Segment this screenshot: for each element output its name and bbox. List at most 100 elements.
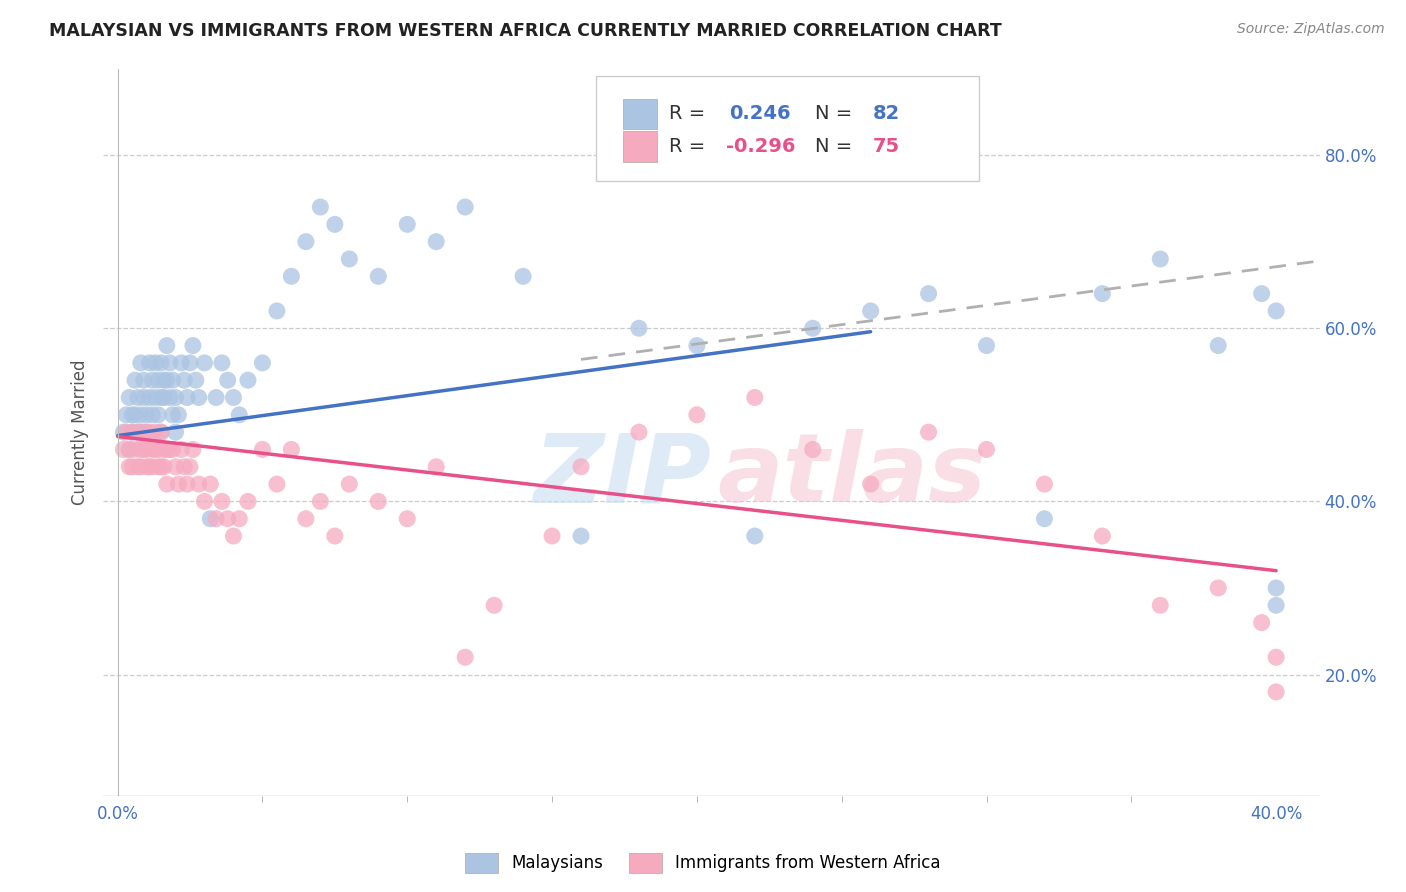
Point [236,494,259,508]
Point [118,442,141,457]
Point [266,477,288,491]
Point [744,529,766,543]
Point [141,442,163,457]
Point [150,391,173,405]
Point [193,356,215,370]
Point [200,512,222,526]
Point [200,477,222,491]
Point [170,442,193,457]
Text: -0.296: -0.296 [725,137,796,156]
Text: R =: R = [669,104,711,123]
Point [135,408,157,422]
Point [146,408,169,422]
Point [135,425,157,439]
Point [280,442,302,457]
Point [118,442,141,457]
Point [132,391,155,405]
Point [184,373,207,387]
Point [181,338,204,352]
Point [569,529,592,543]
Point [482,599,505,613]
Point [295,512,318,526]
Point [129,459,152,474]
Point [135,459,157,474]
Point [1265,581,1288,595]
Point [173,459,195,474]
Point [323,218,346,232]
FancyBboxPatch shape [596,76,979,181]
Point [367,494,389,508]
Point [135,442,157,457]
Point [1265,304,1288,318]
Point [167,408,190,422]
Text: MALAYSIAN VS IMMIGRANTS FROM WESTERN AFRICA CURRENTLY MARRIED CORRELATION CHART: MALAYSIAN VS IMMIGRANTS FROM WESTERN AFR… [49,22,1002,40]
Point [454,650,477,665]
Point [859,477,882,491]
Point [187,391,209,405]
Point [156,373,179,387]
Text: 0.246: 0.246 [730,104,792,123]
Point [153,459,176,474]
Point [115,425,138,439]
Point [309,494,332,508]
Point [129,356,152,370]
Point [917,286,939,301]
Point [425,459,447,474]
Point [170,356,193,370]
Point [1250,615,1272,630]
Point [1265,650,1288,665]
Point [801,442,824,457]
Point [146,459,169,474]
Point [146,442,169,457]
Text: Source: ZipAtlas.com: Source: ZipAtlas.com [1237,22,1385,37]
Point [512,269,534,284]
Point [1033,477,1056,491]
FancyBboxPatch shape [623,131,657,162]
Point [176,391,198,405]
Point [396,512,419,526]
Text: atlas: atlas [717,429,987,523]
Text: N =: N = [814,137,858,156]
Point [138,356,160,370]
Point [124,442,146,457]
Point [337,477,360,491]
Point [367,269,389,284]
Point [1149,599,1171,613]
Point [112,442,135,457]
Point [295,235,318,249]
Point [917,425,939,439]
Point [165,425,187,439]
Point [1091,529,1114,543]
Point [425,235,447,249]
Point [124,373,146,387]
Point [179,459,201,474]
Point [143,442,166,457]
Point [127,425,149,439]
Point [280,269,302,284]
Point [228,408,250,422]
Point [1206,338,1229,352]
Point [153,391,176,405]
Point [156,338,179,352]
Point [323,529,346,543]
Point [159,391,181,405]
Point [162,408,184,422]
Point [217,512,239,526]
Point [627,321,650,335]
Point [121,459,143,474]
Point [150,356,173,370]
Point [138,459,160,474]
Text: R =: R = [669,137,711,156]
Point [205,391,228,405]
Point [801,321,824,335]
Point [1033,512,1056,526]
Point [686,408,709,422]
Point [162,442,184,457]
Point [141,408,163,422]
Point [156,477,179,491]
Point [744,391,766,405]
Point [129,408,152,422]
FancyBboxPatch shape [623,99,657,129]
Point [396,218,419,232]
Point [143,356,166,370]
